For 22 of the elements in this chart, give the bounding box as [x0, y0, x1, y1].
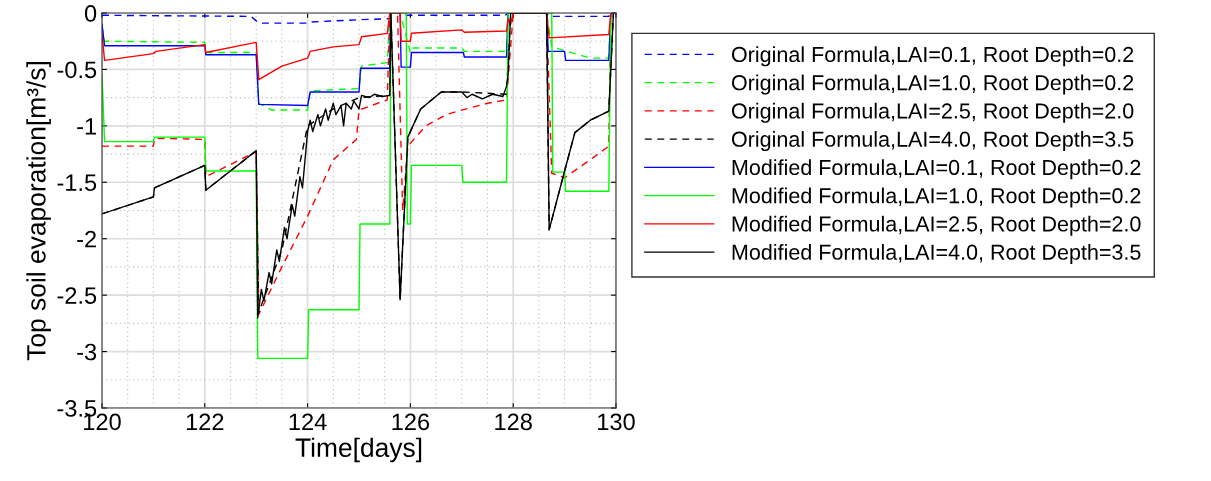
- y-tick-label: -1: [77, 118, 96, 135]
- legend-label: Modified Formula,LAI=4.0, Root Depth=3.5: [732, 244, 1141, 265]
- y-tick-label: -2: [77, 230, 96, 248]
- legend-label: Modified Formula,LAI=1.0, Root Depth=0.2: [732, 187, 1141, 208]
- y-tick-label: -1.5: [57, 174, 97, 192]
- y-tick-label: -3: [77, 343, 97, 361]
- x-tick-label: 126: [392, 413, 430, 431]
- x-tick-label: 124: [289, 413, 327, 430]
- y-tick-label: -2.5: [57, 287, 97, 304]
- legend-label: Modified Formula,LAI=0.1, Root Depth=0.2: [732, 159, 1141, 180]
- legend-label: Original Formula,LAI=2.5, Root Depth=2.0: [731, 102, 1134, 123]
- legend-label: Original Formula,LAI=0.1, Root Depth=0.2: [731, 46, 1134, 67]
- x-tick-label: 128: [495, 413, 532, 431]
- x-axis-title: Time[days]: [295, 437, 422, 463]
- legend-label: Modified Formula,LAI=2.5, Root Depth=2.0: [732, 215, 1141, 236]
- y-tick-label: -0.5: [57, 61, 97, 79]
- legend-label: Original Formula,LAI=1.0, Root Depth=0.2: [731, 74, 1134, 95]
- y-axis-title: Top soil evaporation[m³/s]: [26, 62, 51, 361]
- y-tick-label: 0: [84, 5, 97, 22]
- x-tick-label: 122: [186, 413, 224, 430]
- x-tick-label: 130: [598, 413, 635, 431]
- legend-label: Original Formula,LAI=4.0, Root Depth=3.5: [731, 131, 1134, 152]
